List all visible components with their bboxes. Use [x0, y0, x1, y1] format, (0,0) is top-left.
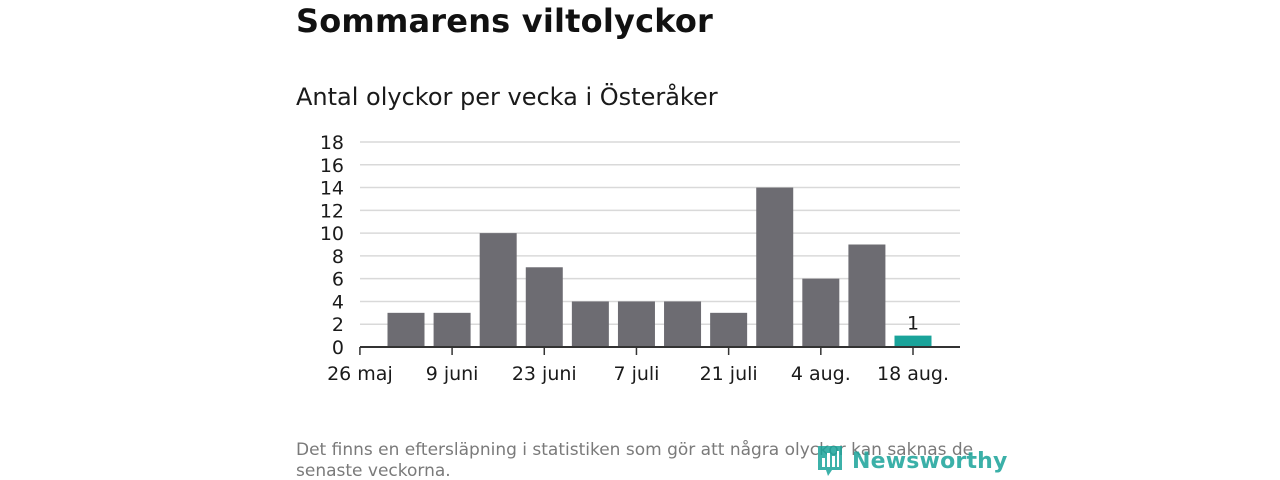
- y-tick-label: 6: [332, 269, 344, 291]
- y-tick-label: 12: [320, 200, 344, 222]
- x-tick-label: 4 aug.: [791, 363, 851, 385]
- bar: [710, 312, 748, 347]
- bar: [617, 301, 655, 347]
- footnote: Det finns en eftersläpning i statistiken…: [296, 440, 974, 480]
- y-tick-label: 18: [320, 132, 344, 154]
- y-tick-label: 4: [332, 291, 344, 313]
- x-tick-label: 21 juli: [700, 363, 758, 385]
- y-tick-label: 14: [320, 178, 344, 200]
- bar: [756, 187, 794, 347]
- bar: [664, 301, 702, 347]
- bar: [387, 312, 425, 347]
- chart-subtitle: Antal olyckor per vecka i Österåker: [296, 83, 718, 111]
- bar-chart-icon: [818, 446, 842, 476]
- bar: [433, 312, 471, 347]
- bar: [571, 301, 609, 347]
- x-tick-label: 23 juni: [512, 363, 577, 385]
- y-tick-label: 8: [332, 246, 344, 268]
- x-tick-label: 18 aug.: [877, 363, 949, 385]
- y-tick-label: 0: [332, 337, 344, 359]
- bar: [479, 233, 517, 347]
- bar: [894, 335, 932, 347]
- newsworthy-logo: Newsworthy: [816, 444, 1008, 478]
- bar: [525, 267, 563, 347]
- x-tick-label: 7 juli: [613, 363, 659, 385]
- x-tick-label: 26 maj: [327, 363, 393, 385]
- logo-text: Newsworthy: [852, 448, 1008, 474]
- y-tick-label: 2: [332, 314, 344, 336]
- data-label: 1: [907, 313, 919, 335]
- y-tick-label: 10: [320, 223, 344, 245]
- page-title: Sommarens viltolyckor: [296, 2, 714, 40]
- x-tick-label: 9 juni: [426, 363, 479, 385]
- bar: [802, 278, 840, 347]
- bar: [848, 244, 886, 347]
- y-tick-label: 16: [320, 155, 344, 177]
